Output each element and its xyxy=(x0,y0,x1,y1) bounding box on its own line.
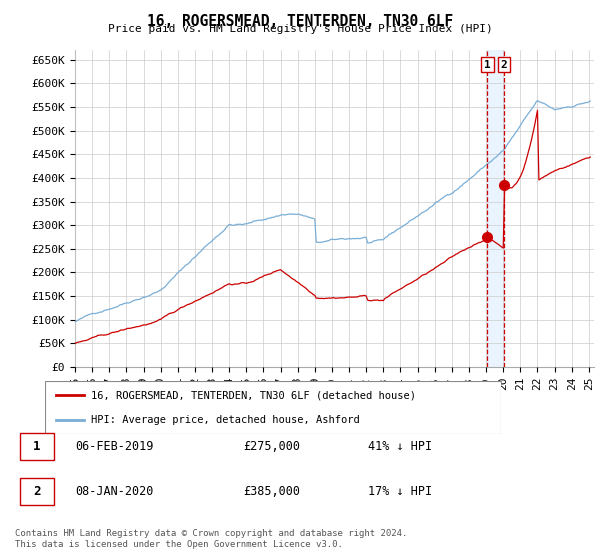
Text: Price paid vs. HM Land Registry's House Price Index (HPI): Price paid vs. HM Land Registry's House … xyxy=(107,24,493,34)
Bar xyxy=(20,478,54,505)
Bar xyxy=(487,50,504,367)
Text: 06-FEB-2019: 06-FEB-2019 xyxy=(75,440,153,453)
Text: 16, ROGERSMEAD, TENTERDEN, TN30 6LF (detached house): 16, ROGERSMEAD, TENTERDEN, TN30 6LF (det… xyxy=(91,390,416,400)
Text: 17% ↓ HPI: 17% ↓ HPI xyxy=(368,485,433,498)
Text: 16, ROGERSMEAD, TENTERDEN, TN30 6LF: 16, ROGERSMEAD, TENTERDEN, TN30 6LF xyxy=(147,14,453,29)
Text: £275,000: £275,000 xyxy=(243,440,300,453)
Text: 2: 2 xyxy=(500,59,507,69)
Text: 2: 2 xyxy=(33,485,40,498)
Text: Contains HM Land Registry data © Crown copyright and database right 2024.
This d: Contains HM Land Registry data © Crown c… xyxy=(15,529,407,549)
Text: 1: 1 xyxy=(484,59,491,69)
Text: HPI: Average price, detached house, Ashford: HPI: Average price, detached house, Ashf… xyxy=(91,414,359,424)
Text: 41% ↓ HPI: 41% ↓ HPI xyxy=(368,440,433,453)
Text: £385,000: £385,000 xyxy=(243,485,300,498)
Text: 1: 1 xyxy=(33,440,40,453)
Bar xyxy=(20,433,54,460)
Text: 08-JAN-2020: 08-JAN-2020 xyxy=(75,485,153,498)
